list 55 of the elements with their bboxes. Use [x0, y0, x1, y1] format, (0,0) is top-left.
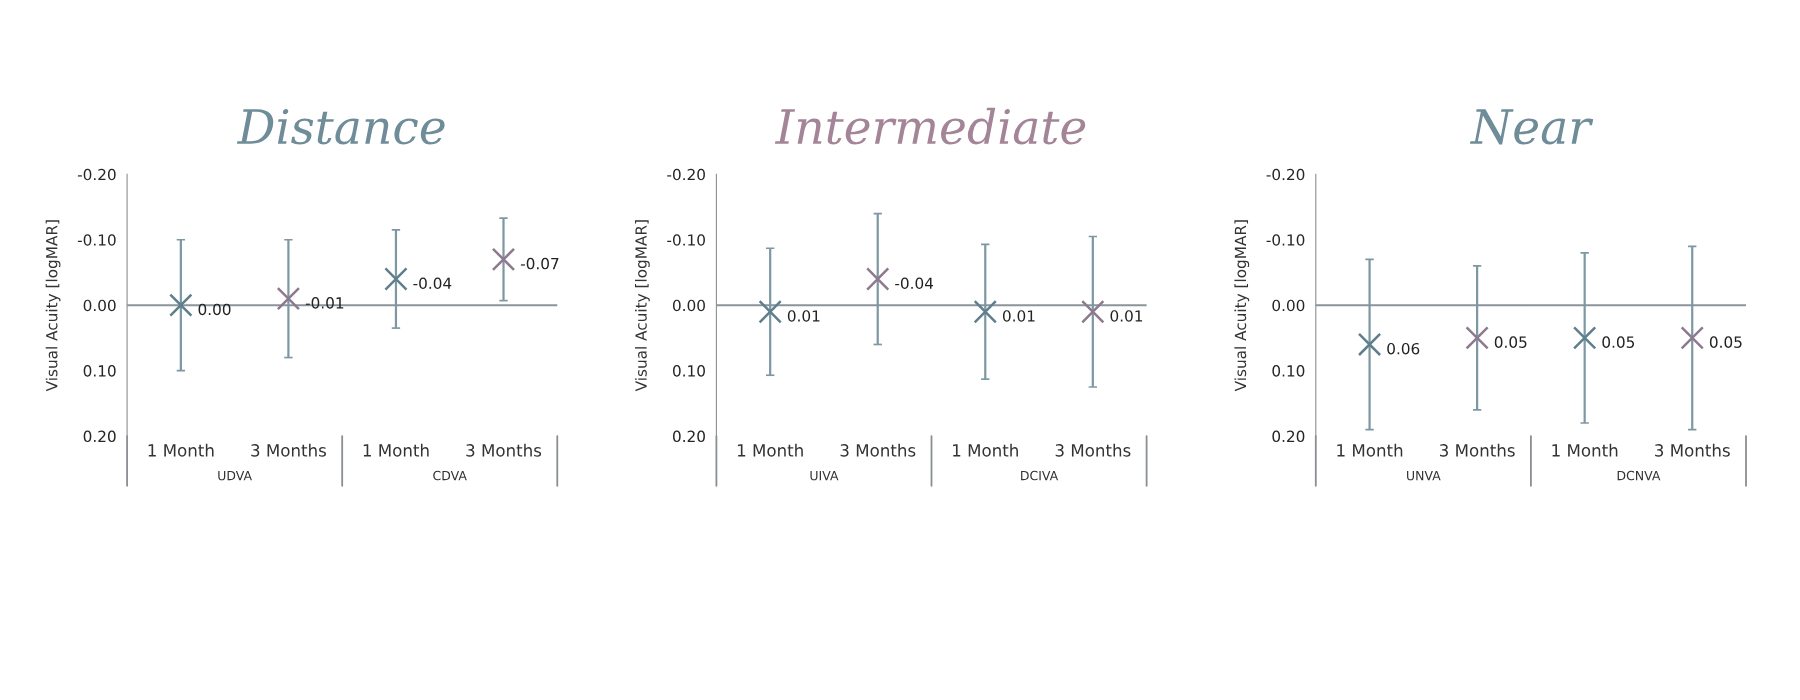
- y-tick-label: -0.20: [667, 168, 705, 181]
- y-tick-label: 0.10: [1272, 365, 1305, 377]
- text: UDVA: [218, 471, 252, 481]
- y-tick-label: 0.20: [672, 430, 705, 443]
- data-label: -0.01: [305, 297, 344, 309]
- x-tick-label: 1 Month: [737, 443, 803, 457]
- y-tick-label: 0.20: [83, 430, 116, 443]
- chart-title: Distance: [236, 109, 445, 145]
- x-tick-label: 3 Months: [1055, 443, 1131, 457]
- data-label: -0.04: [895, 277, 934, 290]
- point: [276, 286, 301, 311]
- x-tick-label: 1 Month: [953, 443, 1018, 457]
- y-tick-label: -0.10: [667, 234, 705, 246]
- y-tick-label: 0.10: [83, 365, 116, 377]
- y-tick-label: -0.10: [77, 234, 116, 246]
- x-tick-label: 3 Months: [466, 443, 542, 457]
- data-label: 0.01: [787, 310, 820, 322]
- x-tick-label: 3 Months: [251, 443, 326, 457]
- y-axis-title: Visual Acuity [logMAR]: [45, 220, 61, 392]
- chart-title: Near: [1469, 109, 1594, 145]
- x-tick-label: 3 Months: [1439, 443, 1515, 457]
- x-tick-label: 3 Months: [840, 443, 916, 457]
- point: [169, 293, 193, 317]
- data-label: 0.05: [1602, 336, 1635, 348]
- text: DCNVA: [1617, 470, 1661, 481]
- data-label: -0.07: [520, 257, 559, 270]
- y-tick-label: -0.20: [77, 168, 116, 181]
- text: CDVA: [433, 470, 467, 481]
- data-label: 0.06: [1387, 342, 1420, 355]
- y-tick-label: -0.10: [1266, 234, 1305, 246]
- data-label: 0.00: [198, 303, 231, 316]
- y-tick-label: 0.00: [1272, 299, 1305, 312]
- x-tick-label: 3 Months: [1655, 443, 1730, 457]
- point: [384, 267, 408, 291]
- y-tick-label: 0.00: [672, 299, 705, 312]
- x-tick-label: 1 Month: [1337, 443, 1403, 457]
- point: [491, 247, 516, 272]
- x-tick-label: 1 Month: [1552, 443, 1618, 457]
- data-label: 0.01: [1110, 310, 1143, 322]
- text: UNVA: [1407, 471, 1441, 481]
- y-tick-label: 0.20: [1272, 430, 1305, 443]
- y-axis-title: Visual Acuity [logMAR]: [635, 220, 650, 392]
- y-axis-title: Visual Acuity [logMAR]: [1234, 220, 1250, 392]
- text: DCIVA: [1021, 470, 1059, 481]
- data-label: 0.01: [1002, 310, 1035, 322]
- y-tick-label: 0.10: [672, 365, 705, 377]
- x-tick-label: 1 Month: [148, 443, 214, 457]
- y-tick-label: 0.00: [83, 299, 116, 312]
- chart-title: Intermediate: [774, 107, 1086, 145]
- data-label: 0.05: [1494, 336, 1527, 348]
- text: UIVA: [810, 471, 839, 481]
- data-label: -0.04: [413, 277, 452, 290]
- x-tick-label: 1 Month: [363, 443, 429, 457]
- y-tick-label: -0.20: [1266, 168, 1305, 181]
- data-label: 0.05: [1709, 336, 1742, 348]
